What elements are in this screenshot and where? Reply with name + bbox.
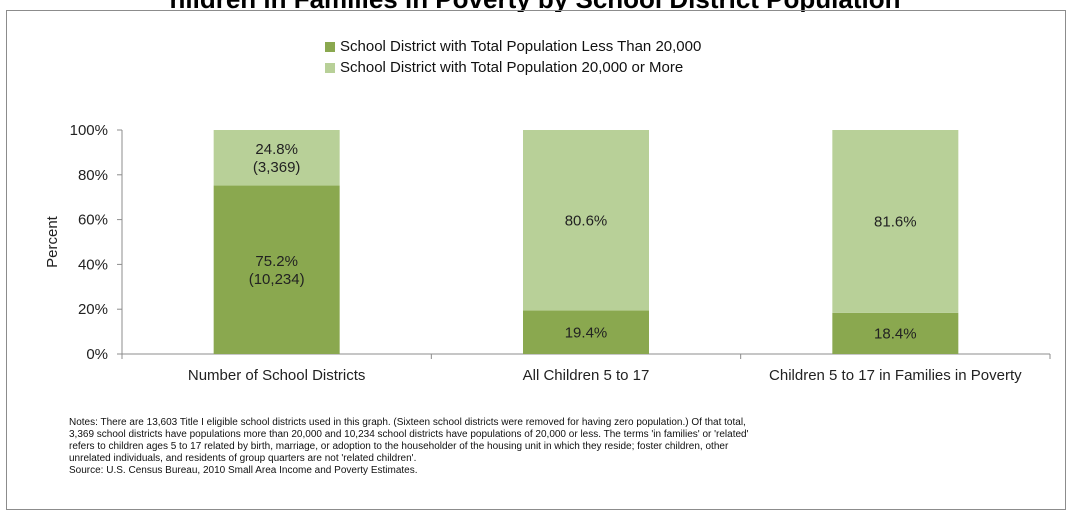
data-label: 24.8%: [255, 141, 298, 158]
notes-source: Source: U.S. Census Bureau, 2010 Small A…: [69, 465, 418, 476]
bar-segment: [832, 130, 959, 313]
data-label: 19.4%: [565, 324, 608, 341]
bar-segment: [213, 130, 340, 186]
chart-legend: School District with Total Population Le…: [325, 36, 701, 78]
bar-segment: [832, 312, 959, 354]
y-tick-label: 80%: [78, 167, 108, 184]
data-label: (10,234): [249, 271, 305, 288]
legend-label-small-districts: School District with Total Population Le…: [340, 38, 702, 55]
data-label: 18.4%: [874, 325, 917, 342]
legend-swatch-large-districts: [325, 62, 335, 73]
legend-label-large-districts: School District with Total Population 20…: [340, 59, 684, 76]
x-tick-label: All Children 5 to 17: [523, 367, 650, 384]
x-tick-label: Children 5 to 17 in Families in Poverty: [769, 367, 1022, 384]
legend-item-large-districts: School District with Total Population 20…: [325, 57, 701, 78]
bar-segment: [523, 310, 649, 354]
chart-title: hildren in Families in Poverty by School…: [0, 0, 1070, 12]
data-label: (3,369): [253, 159, 301, 176]
y-tick-label: 100%: [70, 122, 108, 139]
y-tick-label: 20%: [78, 301, 108, 318]
data-label: 80.6%: [565, 212, 608, 229]
y-tick-label: 40%: [78, 256, 108, 273]
data-label: 81.6%: [874, 213, 917, 230]
notes-line: Notes: There are 13,603 Title I eligible…: [69, 417, 746, 428]
y-tick-label: 0%: [86, 346, 108, 363]
bar-segment: [213, 185, 340, 354]
notes-line: refers to children ages 5 to 17 related …: [69, 441, 729, 452]
data-label: 75.2%: [255, 253, 298, 270]
y-tick-label: 60%: [78, 212, 108, 229]
x-tick-label: Number of School Districts: [188, 367, 366, 384]
y-axis-title: Percent: [44, 215, 61, 268]
chart-notes: Notes: There are 13,603 Title I eligible…: [69, 417, 1029, 477]
notes-line: unrelated individuals, and residents of …: [69, 453, 417, 464]
bar-segment: [523, 130, 649, 311]
legend-swatch-small-districts: [325, 41, 335, 52]
legend-item-small-districts: School District with Total Population Le…: [325, 36, 701, 57]
stacked-bar-chart: 0% 20% 40% 60% 80% 100% Percent 75.2%(10,234) 24…: [44, 122, 1051, 384]
notes-line: 3,369 school districts have populations …: [69, 429, 749, 440]
